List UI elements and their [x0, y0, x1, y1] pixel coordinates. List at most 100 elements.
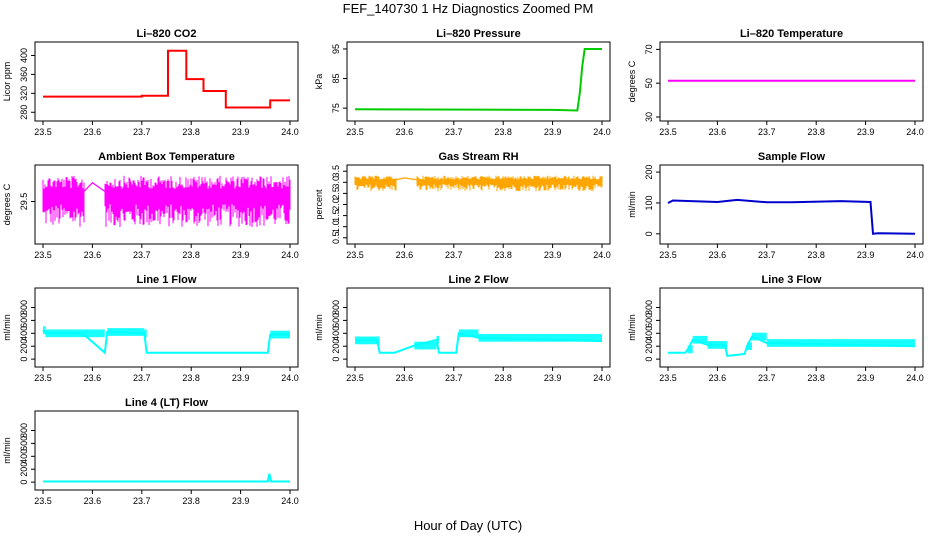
y-tick-label: 0: [644, 231, 654, 236]
x-tick-label: 23.7: [758, 373, 776, 383]
series-band: [458, 329, 479, 338]
x-tick-label: 24.0: [593, 373, 611, 383]
series-band: [692, 335, 708, 344]
panel-frame: [659, 287, 924, 368]
series-band: [43, 326, 46, 334]
y-tick-label: 600: [19, 313, 29, 328]
series-line: [42, 181, 291, 198]
panel-5: Sample Flow ml/min 23.5 23.6 23.7 23.8 23.9 24.…: [627, 151, 924, 260]
x-tick-label: 23.8: [494, 127, 512, 137]
y-tick-label: 200: [331, 339, 341, 354]
x-tick-label: 24.0: [593, 127, 611, 137]
x-tick-label: 23.8: [182, 250, 200, 260]
panel-title: Line 1 Flow: [137, 274, 197, 286]
panel-title: Sample Flow: [758, 151, 826, 163]
panel-frame: [34, 410, 299, 491]
x-tick-label: 23.9: [232, 373, 250, 383]
panel-9: Line 4 (LT) Flow ml/min 23.5 23.6 23.7 23.8 23…: [2, 397, 299, 506]
y-axis-label: degrees C: [2, 183, 12, 225]
x-tick-label: 23.6: [396, 373, 414, 383]
x-tick-label: 23.7: [133, 373, 151, 383]
panel-title: Gas Stream RH: [438, 151, 518, 163]
x-tick-label: 23.5: [34, 250, 52, 260]
y-tick-label: 70: [644, 44, 654, 54]
x-tick-label: 23.6: [709, 373, 727, 383]
x-axis-label: Hour of Day (UTC): [413, 518, 523, 533]
x-tick-label: 24.0: [906, 127, 924, 137]
y-tick-label: 400: [19, 449, 29, 464]
y-tick-label: 800: [19, 300, 29, 315]
x-tick-label: 23.8: [494, 373, 512, 383]
y-tick-label: 95: [331, 44, 341, 54]
y-tick-label: 800: [19, 423, 29, 438]
y-tick-label: 85: [331, 74, 341, 84]
x-tick-label: 23.9: [544, 250, 562, 260]
series-band: [82, 329, 105, 338]
x-tick-label: 23.7: [445, 127, 463, 137]
series-line: [354, 48, 602, 112]
series-band: [436, 335, 439, 344]
y-tick-label: 0: [19, 357, 29, 362]
x-tick-label: 23.8: [182, 127, 200, 137]
x-tick-label: 23.9: [544, 127, 562, 137]
x-tick-label: 23.7: [133, 127, 151, 137]
series-band: [724, 341, 728, 349]
y-axis-label: ml/min: [627, 314, 637, 341]
panel-title: Line 3 Flow: [762, 274, 822, 286]
panel-2: Li–820 Temperature degrees C 23.5 23.6 23.7 2…: [627, 28, 924, 137]
y-tick-label: 75: [331, 103, 341, 113]
y-tick-label: 2.0: [331, 198, 341, 211]
series-band: [377, 336, 380, 345]
panel-frame: [34, 41, 299, 122]
x-tick-label: 23.8: [807, 127, 825, 137]
series-band: [270, 330, 290, 339]
y-tick-label: 400: [331, 326, 341, 341]
x-tick-label: 24.0: [906, 250, 924, 260]
y-tick-label: 600: [644, 313, 654, 328]
series-line: [354, 177, 603, 186]
y-tick-label: 600: [19, 436, 29, 451]
y-tick-label: 600: [331, 313, 341, 328]
x-tick-label: 23.7: [445, 373, 463, 383]
series-band: [107, 328, 145, 336]
y-tick-label: 50: [644, 78, 654, 88]
series-band: [478, 333, 602, 342]
y-tick-label: 0.5: [331, 232, 341, 245]
x-tick-label: 23.6: [396, 127, 414, 137]
series-band: [414, 341, 437, 350]
panel-title: Li–820 CO2: [137, 28, 197, 40]
series-line: [43, 49, 290, 109]
series-band: [45, 329, 83, 338]
y-tick-label: 30: [644, 112, 654, 122]
panel-title: Line 2 Flow: [449, 274, 509, 286]
x-tick-label: 24.0: [281, 496, 299, 506]
y-tick-label: 200: [19, 339, 29, 354]
y-tick-label: 3.0: [331, 176, 341, 189]
x-tick-label: 23.9: [232, 250, 250, 260]
y-tick-label: 200: [19, 462, 29, 477]
x-tick-label: 24.0: [906, 373, 924, 383]
y-axis-label: ml/min: [2, 437, 12, 464]
y-tick-label: 360: [19, 67, 29, 82]
series-band: [751, 332, 767, 341]
series-band: [707, 341, 725, 349]
y-tick-label: 3.5: [331, 165, 341, 178]
series-line: [43, 473, 290, 483]
y-tick-label: 2.5: [331, 187, 341, 200]
y-tick-label: 320: [19, 86, 29, 101]
x-tick-label: 23.6: [84, 496, 102, 506]
series-band: [355, 336, 378, 345]
series-band: [144, 329, 147, 338]
x-tick-label: 23.7: [445, 250, 463, 260]
x-tick-label: 23.5: [34, 127, 52, 137]
x-tick-label: 24.0: [593, 250, 611, 260]
x-tick-label: 23.5: [659, 250, 677, 260]
y-tick-label: 200: [644, 165, 654, 180]
panel-frame: [346, 164, 611, 245]
y-tick-label: 0: [19, 480, 29, 485]
x-tick-label: 23.5: [34, 496, 52, 506]
y-tick-label: 400: [19, 48, 29, 63]
x-tick-label: 23.9: [857, 127, 875, 137]
panel-6: Line 1 Flow ml/min 23.5 23.6 23.7 23.8 23.9 24.…: [2, 274, 299, 383]
y-tick-label: 1.5: [331, 209, 341, 222]
